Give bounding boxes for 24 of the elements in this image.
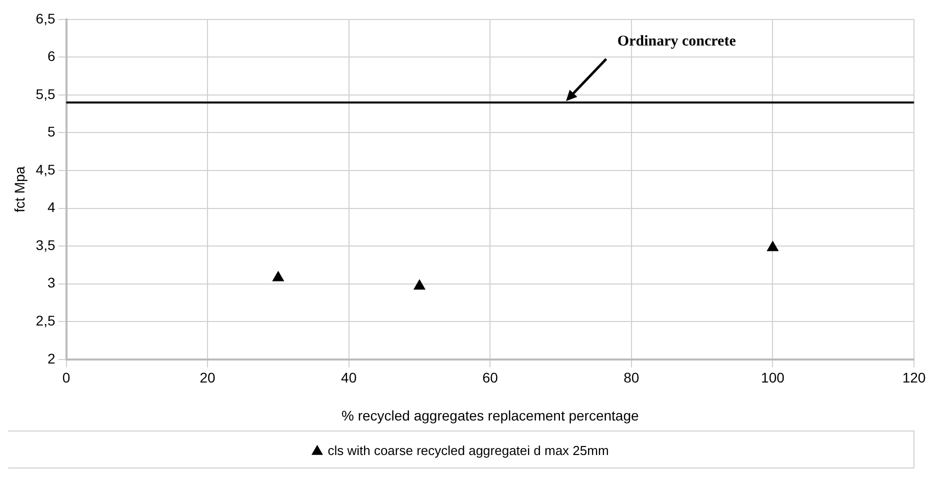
y-tick-label: 6 — [47, 48, 56, 64]
y-tick-label: 4,5 — [36, 161, 56, 178]
legend-label: cls with coarse recycled aggregatei d max 25mm — [328, 443, 609, 458]
y-tick-label: 3 — [47, 274, 56, 291]
x-tick-label: 20 — [200, 370, 216, 386]
y-tick-label: 5,5 — [36, 86, 56, 102]
y-tick-label: 3,5 — [36, 236, 56, 253]
ref-line-label: Ordinary concrete — [617, 33, 736, 50]
y-tick-label: 2 — [47, 350, 56, 366]
x-tick-label: 60 — [482, 370, 498, 386]
point — [272, 271, 284, 282]
x-tick-label: 0 — [62, 370, 70, 386]
x-tick-label: 100 — [761, 370, 785, 386]
y-tick-label: 2,5 — [36, 312, 56, 328]
y-axis-title: fct Mpa — [11, 166, 28, 212]
y-tick-label: 5 — [47, 124, 56, 140]
x-tick-label: 120 — [902, 370, 926, 386]
x-tick-label: 80 — [624, 370, 640, 386]
point — [767, 241, 778, 252]
x-tick-label: 40 — [341, 370, 357, 386]
point — [414, 280, 426, 290]
y-tick-label: 6,5 — [36, 10, 56, 26]
y-tick-label: 4 — [47, 199, 56, 216]
x-axis-title: % recycled aggregates replacement percentage — [341, 407, 639, 424]
